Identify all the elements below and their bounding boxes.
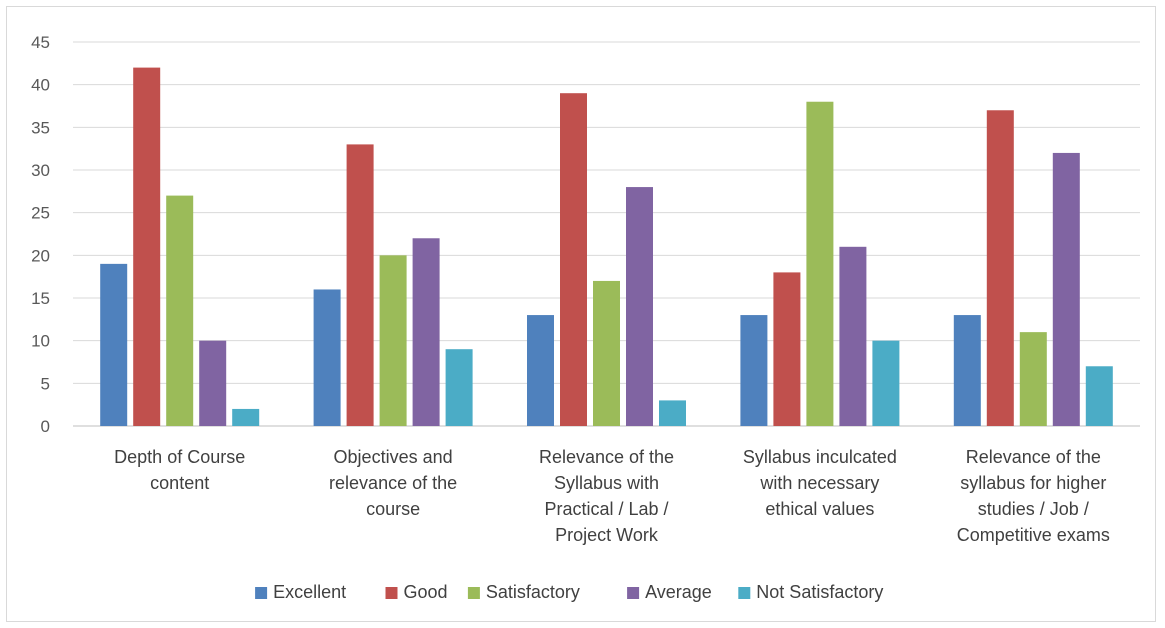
x-category-label-line: Syllabus with bbox=[554, 473, 659, 493]
y-tick-label: 0 bbox=[41, 417, 50, 436]
x-category-label: Relevance of the Syllabus with Practical /… bbox=[539, 447, 674, 545]
x-category-label-line: Syllabus inculcated bbox=[743, 447, 897, 467]
legend-label: Not Satisfactory bbox=[756, 582, 883, 602]
bar-average bbox=[1052, 152, 1080, 426]
legend-swatch bbox=[738, 587, 751, 599]
bar-good bbox=[986, 110, 1014, 427]
x-axis: Depth of Course content Objectives and rele… bbox=[114, 447, 1110, 545]
x-category-label-line: with necessary bbox=[759, 473, 879, 493]
bar-excellent bbox=[313, 289, 341, 426]
bar-satisfactory bbox=[1019, 332, 1047, 426]
y-tick-label: 10 bbox=[31, 332, 50, 351]
bar-not-satisfactory bbox=[445, 349, 473, 426]
bar-not-satisfactory bbox=[1085, 366, 1113, 426]
y-tick-label: 40 bbox=[31, 76, 50, 95]
legend-swatch bbox=[255, 587, 268, 599]
x-category-label-line: Objectives and bbox=[334, 447, 453, 467]
x-category-label-line: Depth of Course bbox=[114, 447, 245, 467]
x-category-label-line: Project Work bbox=[555, 525, 659, 545]
legend-label: Satisfactory bbox=[486, 582, 580, 602]
bar-good bbox=[133, 67, 161, 426]
x-category-label: Relevance of the syllabus for higher studi… bbox=[957, 447, 1110, 545]
legend-swatch bbox=[627, 587, 640, 599]
bar-excellent bbox=[740, 315, 768, 426]
bar-not-satisfactory bbox=[659, 400, 686, 426]
x-category-label-line: syllabus for higher bbox=[960, 473, 1106, 493]
bar-average bbox=[626, 187, 653, 426]
bar-satisfactory bbox=[593, 280, 620, 426]
y-axis: 0 5 10 15 20 25 30 35 40 45 bbox=[31, 33, 50, 436]
bar-average bbox=[839, 246, 867, 426]
bar-good bbox=[560, 93, 587, 426]
x-category-label: Syllabus inculcated with necessary ethical… bbox=[743, 447, 897, 519]
y-tick-label: 15 bbox=[31, 289, 50, 308]
legend-label: Excellent bbox=[273, 582, 346, 602]
y-tick-label: 45 bbox=[31, 33, 50, 52]
bar-excellent bbox=[527, 315, 554, 426]
bar-average bbox=[412, 238, 440, 426]
bar-good bbox=[346, 144, 374, 426]
y-tick-label: 20 bbox=[31, 246, 50, 265]
x-category-label-line: relevance of the bbox=[329, 473, 457, 493]
bar-excellent bbox=[100, 263, 128, 426]
y-tick-label: 25 bbox=[31, 204, 50, 223]
x-category-label-line: studies / Job / bbox=[978, 499, 1089, 519]
x-category-label-line: Competitive exams bbox=[957, 525, 1110, 545]
bars bbox=[100, 67, 1113, 427]
legend-swatch bbox=[467, 587, 480, 599]
bar-satisfactory bbox=[806, 101, 834, 426]
x-category-label-line: Relevance of the bbox=[539, 447, 674, 467]
x-category-label: Depth of Course content bbox=[114, 447, 245, 493]
legend-label: Average bbox=[645, 582, 712, 602]
bar-satisfactory bbox=[379, 255, 407, 426]
legend-label: Good bbox=[404, 582, 448, 602]
legend: Excellent Good Satisfactory Average Not Sati… bbox=[255, 582, 883, 602]
y-tick-label: 30 bbox=[31, 161, 50, 180]
bar-good bbox=[773, 272, 801, 426]
y-tick-label: 5 bbox=[41, 374, 50, 393]
bar-excellent bbox=[953, 315, 981, 426]
y-tick-label: 35 bbox=[31, 118, 50, 137]
x-category-label-line: Relevance of the bbox=[966, 447, 1101, 467]
x-category-label-line: content bbox=[150, 473, 209, 493]
x-category-label-line: ethical values bbox=[765, 499, 874, 519]
bar-not-satisfactory bbox=[232, 408, 260, 426]
x-category-label: Objectives and relevance of the course bbox=[329, 447, 457, 519]
x-category-label-line: Practical / Lab / bbox=[544, 499, 668, 519]
x-category-label-line: course bbox=[366, 499, 420, 519]
legend-swatch bbox=[385, 587, 398, 599]
bar-satisfactory bbox=[166, 195, 194, 426]
bar-not-satisfactory bbox=[872, 340, 900, 426]
bar-average bbox=[199, 340, 227, 426]
